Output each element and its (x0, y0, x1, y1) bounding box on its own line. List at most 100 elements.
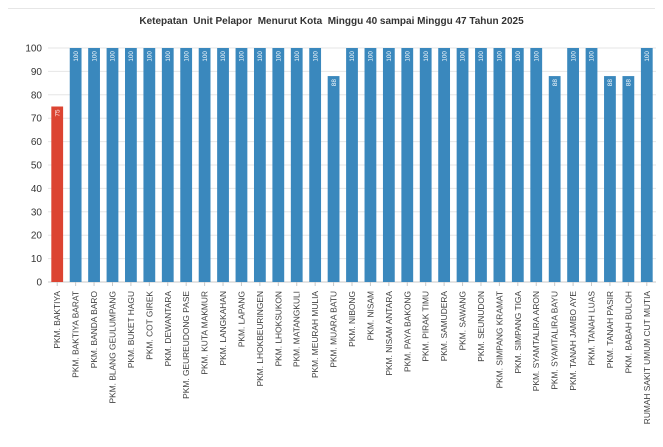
x-tick-label: PKM. SIMPANG TIGA (513, 291, 523, 374)
bar[interactable] (290, 48, 303, 282)
bar[interactable] (180, 48, 193, 282)
bar[interactable] (475, 48, 487, 282)
bar[interactable] (198, 48, 211, 282)
y-tick-label: 90 (31, 67, 43, 78)
bar[interactable] (438, 48, 451, 282)
bar[interactable] (143, 48, 156, 282)
bar[interactable] (88, 48, 100, 282)
data-label: 100 (515, 51, 522, 62)
bar[interactable] (253, 48, 266, 282)
bar[interactable] (125, 48, 137, 282)
data-label: 88 (607, 79, 614, 87)
y-tick-label: 10 (31, 254, 43, 265)
y-tick-label: 0 (36, 278, 42, 289)
x-tick-label: PKM. DEWANTARA (163, 291, 173, 367)
x-tick-label: PKM. KUTA MAKMUR (200, 291, 210, 375)
bar[interactable] (622, 76, 635, 282)
x-tick-label: PKM. PAYA BAKONG (402, 291, 412, 372)
y-tick-label: 20 (31, 231, 43, 242)
data-label: 100 (276, 51, 283, 62)
data-label: 100 (404, 51, 411, 62)
x-tick-label: PKM. MUARA BATU (329, 291, 339, 368)
data-label: 100 (128, 51, 135, 62)
y-tick-label: 60 (31, 137, 43, 148)
bar[interactable] (69, 48, 82, 282)
x-tick-label: PKM. BAKTIYA (52, 291, 62, 349)
data-label: 100 (147, 51, 154, 62)
x-tick-label: PKM. LHOKBEURINGEN (255, 291, 265, 386)
x-tick-label: PKM. BAKTIYA BARAT (71, 291, 81, 378)
top-divider (8, 8, 655, 9)
data-label: 100 (312, 51, 319, 62)
data-label: 100 (497, 51, 504, 62)
x-tick-label: PKM. NISAM (365, 291, 375, 340)
data-label: 100 (478, 51, 485, 62)
y-tick-label: 100 (25, 44, 42, 55)
y-axis: 0 10 20 30 40 50 60 70 80 90 100 (25, 44, 42, 289)
x-tick-label: PKM. NISAM ANTARA (384, 291, 394, 376)
data-label: 100 (183, 51, 190, 62)
bar[interactable] (419, 48, 432, 282)
x-tick-label: PKM. LHOKSUKON (273, 291, 283, 366)
data-label: 100 (73, 51, 80, 62)
bar[interactable] (51, 106, 64, 283)
x-axis: PKM. BAKTIYA PKM. BAKTIYA BARAT PKM. BANDA… (52, 282, 652, 424)
bar[interactable] (567, 48, 579, 282)
bar[interactable] (106, 48, 119, 282)
bar[interactable] (364, 48, 377, 282)
data-label: 100 (386, 51, 393, 62)
bar[interactable] (456, 48, 469, 282)
x-tick-label: PKM. MEURAH MULIA (310, 291, 320, 378)
data-label: 100 (423, 51, 430, 62)
x-tick-label: PKM. TANAH JAMBO AYE (568, 291, 578, 391)
bar[interactable] (309, 48, 322, 282)
x-tick-label: PKM. SAWANG (458, 291, 468, 350)
bar[interactable] (161, 48, 174, 282)
bar[interactable] (235, 48, 248, 282)
x-tick-label: PKM. BANDA BARO (89, 291, 99, 369)
x-tick-label: RUMAH SAKIT UMUM CUT MUTIA (642, 291, 652, 425)
bar[interactable] (548, 76, 561, 282)
data-label: 100 (294, 51, 301, 62)
data-label: 100 (220, 51, 227, 62)
x-tick-label: PKM. TANAH LUAS (587, 291, 597, 366)
data-label: 88 (331, 79, 338, 87)
bar[interactable] (511, 48, 524, 282)
data-label: 100 (441, 51, 448, 62)
bar[interactable] (585, 48, 598, 282)
bar[interactable] (327, 76, 340, 282)
data-label: 100 (257, 51, 264, 62)
y-tick-label: 30 (31, 207, 43, 218)
bar[interactable] (346, 48, 358, 282)
data-label: 100 (165, 51, 172, 62)
x-tick-label: PKM. LANGKAHAN (218, 291, 228, 365)
data-label: 100 (91, 51, 98, 62)
bar[interactable] (272, 48, 285, 282)
y-tick-label: 80 (31, 90, 43, 101)
bar[interactable] (640, 48, 653, 282)
x-tick-label: PKM. SIMPANG KRAMAT (494, 291, 504, 388)
data-label: 100 (239, 51, 246, 62)
bar[interactable] (217, 48, 229, 282)
x-tick-label: PKM. BUKET HAGU (126, 291, 136, 368)
data-label: 100 (644, 51, 651, 62)
bar[interactable] (530, 48, 543, 282)
data-label: 100 (110, 51, 117, 62)
bar[interactable] (401, 48, 414, 282)
data-label: 100 (202, 51, 209, 62)
x-tick-label: PKM. COT GIREK (144, 291, 154, 360)
x-tick-label: PKM. SAMUDERA (439, 291, 449, 362)
x-tick-label: PKM. PIRAK TIMU (421, 291, 431, 362)
bars: 75 100 100 100 100 100 100 100 100 100 100 100 100 10… (51, 48, 653, 283)
bar[interactable] (382, 48, 395, 282)
bar[interactable] (493, 48, 506, 282)
bar[interactable] (604, 76, 616, 282)
data-label: 100 (570, 51, 577, 62)
data-label: 88 (552, 79, 559, 87)
x-tick-label: PKM. BLANG GEULUMPANG (107, 291, 117, 403)
x-tick-label: PKM. LAPANG (236, 291, 246, 347)
x-tick-label: PKM. SYAMTALIRA BAYU (550, 291, 560, 390)
x-tick-label: PKM. MATANGKULI (292, 291, 302, 367)
x-tick-label: PKM. SYAMTALIRA ARON (531, 291, 541, 391)
